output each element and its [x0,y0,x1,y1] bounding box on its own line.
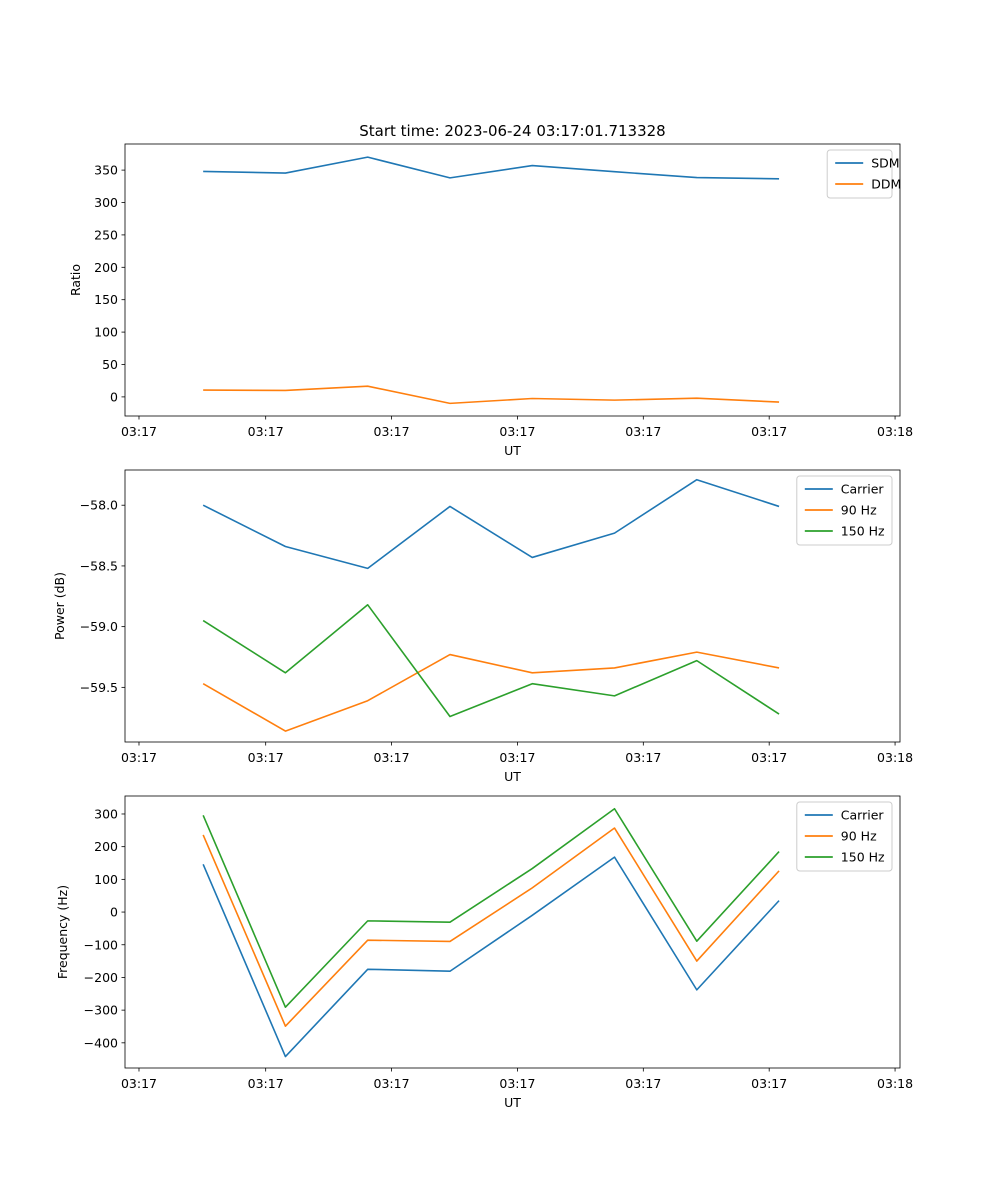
series-line-90-hz [202,651,780,732]
y-tick-label: −58.0 [80,498,118,513]
x-tick-label: 03:17 [499,750,535,765]
x-tick-label: 03:17 [499,1076,535,1091]
x-tick-label: 03:18 [877,424,913,439]
x-tick-label: 03:17 [625,1076,661,1091]
x-tick-label: 03:17 [248,1076,284,1091]
y-tick-label: 0 [110,905,118,920]
series-line-150-hz [202,807,780,1008]
legend-box [796,801,893,872]
y-tick-label: 300 [94,195,118,210]
legend-label: 90 Hz [841,829,877,844]
series-line-90-hz [202,827,780,1027]
legend-label: SDM [871,156,899,171]
y-tick-label: 0 [110,389,118,404]
x-tick-label: 03:17 [751,1076,787,1091]
y-tick-label: −59.0 [80,619,118,634]
x-axis-label: UT [504,769,521,784]
series-line-carrier [202,856,780,1058]
x-tick-label: 03:17 [121,750,157,765]
legend-label: DDM [871,177,901,192]
series-line-ddm [203,385,780,405]
y-tick-label: −58.5 [80,558,118,573]
y-tick-label: 300 [94,806,118,821]
y-axis-label: Frequency (Hz) [55,885,70,979]
y-tick-label: 350 [94,163,118,178]
chart-panel-3: 03:17 03:17 03:17 03:17 03:17 03:17 03:18 300 20… [55,795,913,1110]
legend-label: 150 Hz [841,850,885,865]
x-tick-label: 03:17 [121,424,157,439]
legend: Carrier 90 Hz 150 Hz [796,801,893,872]
series-line-sdm [203,156,780,180]
legend: Carrier 90 Hz 150 Hz [796,475,893,546]
x-tick-label: 03:17 [499,424,535,439]
x-axis-label: UT [504,443,521,458]
y-tick-label: −200 [84,970,118,985]
x-tick-label: 03:17 [248,424,284,439]
legend-label: 150 Hz [841,524,885,539]
legend-box [796,475,893,546]
x-tick-label: 03:17 [751,424,787,439]
series-line-150-hz [202,603,780,718]
legend: SDM DDM [826,149,901,199]
y-tick-label: 200 [94,260,118,275]
y-tick-label: −59.5 [80,680,118,695]
chart-panel-2: 03:17 03:17 03:17 03:17 03:17 03:17 03:18 −58.0… [52,469,913,784]
x-tick-label: 03:17 [374,1076,410,1091]
x-axis-label: UT [504,1095,521,1110]
y-tick-label: −100 [84,937,118,952]
y-tick-label: 200 [94,839,118,854]
series-line-carrier [202,478,780,570]
y-axis-label: Ratio [68,264,83,296]
y-tick-label: 100 [94,872,118,887]
axes-frame [124,143,901,417]
axes-frame [124,469,901,743]
y-tick-label: −300 [84,1003,118,1018]
x-tick-label: 03:17 [374,750,410,765]
x-tick-label: 03:18 [877,750,913,765]
y-tick-label: −400 [84,1035,118,1050]
legend-label: Carrier [841,808,885,823]
x-tick-label: 03:17 [751,750,787,765]
x-tick-label: 03:18 [877,1076,913,1091]
figure-title: Start time: 2023-06-24 03:17:01.713328 [359,122,665,140]
axes-frame [124,795,901,1069]
legend-label: 90 Hz [841,503,877,518]
y-axis-label: Power (dB) [52,572,67,640]
x-tick-label: 03:17 [625,750,661,765]
x-tick-label: 03:17 [625,424,661,439]
y-tick-label: 250 [94,227,118,242]
x-tick-label: 03:17 [248,750,284,765]
chart-panel-1: 03:17 03:17 03:17 03:17 03:17 03:17 03:18 0 50 10… [68,143,913,458]
x-tick-label: 03:17 [121,1076,157,1091]
x-tick-label: 03:17 [374,424,410,439]
y-tick-label: 100 [94,325,118,340]
y-tick-label: 50 [102,357,118,372]
y-tick-label: 150 [94,292,118,307]
legend-box [826,149,893,199]
legend-label: Carrier [841,482,885,497]
